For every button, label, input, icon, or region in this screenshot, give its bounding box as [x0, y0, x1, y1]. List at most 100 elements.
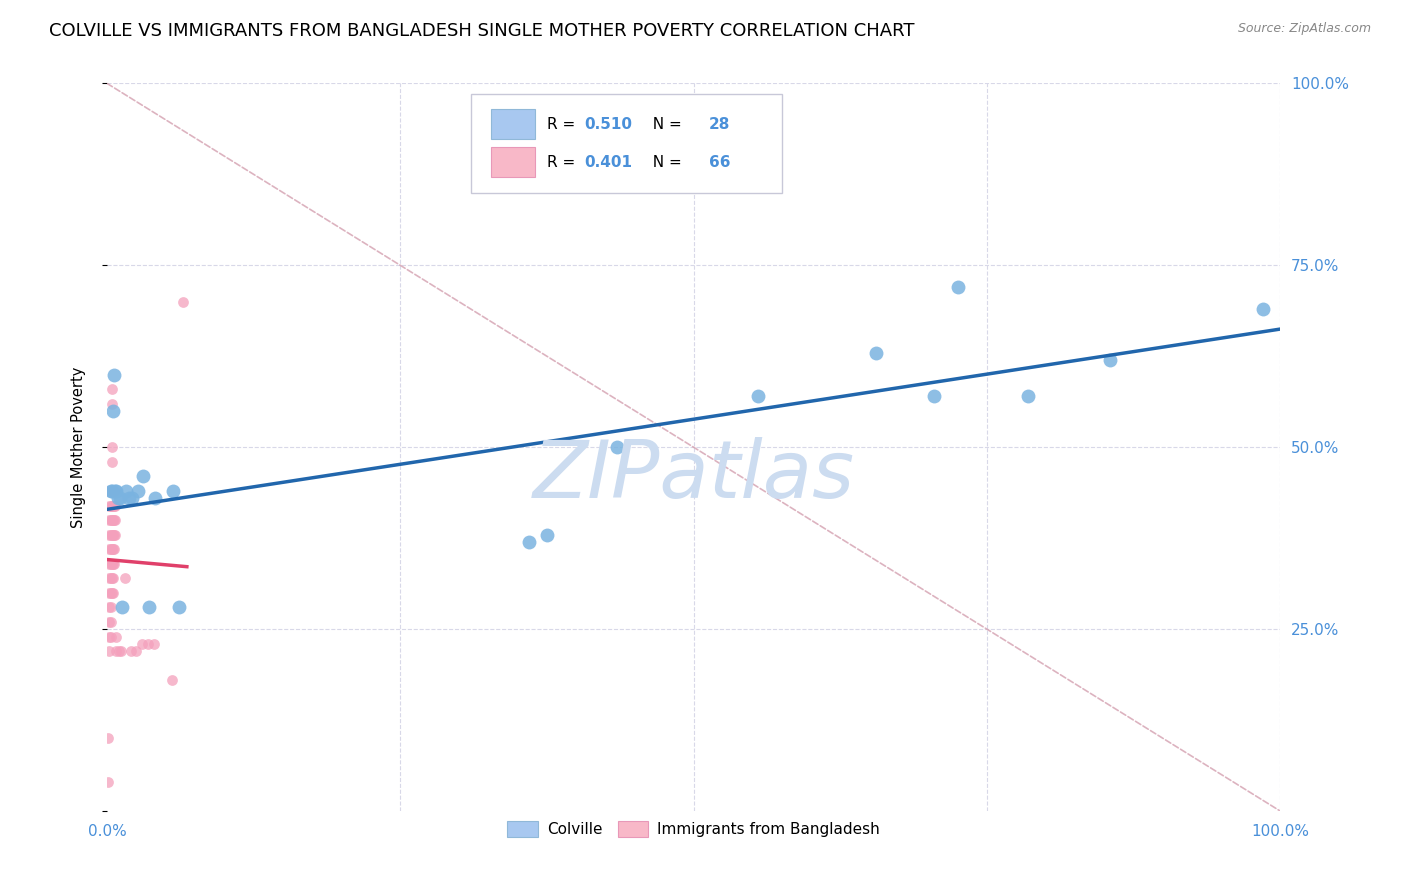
Point	[138, 600, 160, 615]
Text: 28: 28	[709, 118, 730, 132]
Point	[162, 483, 184, 498]
Point	[98, 557, 121, 571]
Point	[922, 389, 945, 403]
Point	[120, 644, 142, 658]
Point	[98, 586, 121, 600]
Point	[100, 382, 122, 396]
Point	[136, 637, 159, 651]
Point	[98, 630, 121, 644]
Point	[100, 571, 122, 585]
FancyBboxPatch shape	[491, 109, 536, 139]
Point	[101, 557, 124, 571]
Point	[105, 483, 128, 498]
Point	[101, 404, 124, 418]
Point	[100, 615, 122, 629]
Point	[98, 571, 121, 585]
Point	[110, 644, 132, 658]
Point	[100, 542, 122, 557]
Point	[100, 527, 122, 541]
Text: 66: 66	[709, 155, 731, 170]
Point	[98, 542, 121, 557]
Point	[946, 280, 969, 294]
Point	[121, 491, 143, 506]
Point	[100, 513, 122, 527]
Point	[101, 513, 124, 527]
Point	[104, 483, 127, 498]
Point	[100, 600, 122, 615]
Point	[107, 491, 129, 506]
Point	[100, 557, 122, 571]
Point	[105, 630, 128, 644]
Legend: Colville, Immigrants from Bangladesh: Colville, Immigrants from Bangladesh	[501, 815, 886, 844]
Text: R =: R =	[547, 155, 581, 170]
Point	[104, 513, 127, 527]
Text: 0.510: 0.510	[585, 118, 633, 132]
Point	[100, 483, 122, 498]
Point	[606, 440, 628, 454]
Point	[118, 491, 141, 506]
Text: N =: N =	[644, 118, 688, 132]
Point	[114, 571, 136, 585]
Point	[100, 397, 122, 411]
Point	[107, 644, 129, 658]
Text: 0.401: 0.401	[585, 155, 633, 170]
Point	[100, 499, 122, 513]
Point	[125, 644, 148, 658]
Point	[172, 294, 194, 309]
Point	[747, 389, 769, 403]
Point	[100, 557, 122, 571]
Text: ZIPatlas: ZIPatlas	[533, 437, 855, 516]
Text: R =: R =	[547, 118, 581, 132]
Point	[100, 440, 122, 454]
Point	[108, 491, 131, 506]
Point	[1017, 389, 1039, 403]
Point	[103, 542, 125, 557]
Point	[104, 483, 127, 498]
Point	[100, 571, 122, 585]
Point	[167, 600, 190, 615]
Point	[131, 637, 153, 651]
Point	[100, 499, 122, 513]
Point	[865, 345, 887, 359]
Point	[100, 483, 122, 498]
Point	[101, 483, 124, 498]
Text: Source: ZipAtlas.com: Source: ZipAtlas.com	[1237, 22, 1371, 36]
Point	[98, 615, 121, 629]
Point	[100, 527, 122, 541]
Point	[143, 491, 166, 506]
Point	[105, 644, 128, 658]
Point	[1099, 353, 1122, 368]
Point	[103, 368, 125, 382]
Text: N =: N =	[644, 155, 688, 170]
Point	[115, 483, 138, 498]
Point	[100, 586, 122, 600]
Point	[536, 527, 558, 541]
Point	[101, 586, 124, 600]
Point	[100, 586, 122, 600]
FancyBboxPatch shape	[491, 147, 536, 178]
Point	[104, 527, 127, 541]
Point	[98, 513, 121, 527]
Point	[97, 775, 120, 789]
Point	[103, 483, 125, 498]
Point	[103, 527, 125, 541]
Point	[104, 499, 127, 513]
Point	[98, 483, 121, 498]
Point	[98, 499, 121, 513]
Point	[100, 483, 122, 498]
Point	[100, 483, 122, 498]
Point	[519, 535, 541, 549]
Point	[100, 630, 122, 644]
Point	[97, 731, 120, 746]
Point	[132, 469, 155, 483]
Point	[101, 571, 124, 585]
Point	[98, 527, 121, 541]
Point	[103, 499, 125, 513]
Point	[1251, 301, 1274, 316]
Point	[100, 542, 122, 557]
Point	[100, 513, 122, 527]
FancyBboxPatch shape	[471, 95, 782, 193]
Point	[111, 600, 134, 615]
Point	[101, 542, 124, 557]
Point	[98, 644, 121, 658]
